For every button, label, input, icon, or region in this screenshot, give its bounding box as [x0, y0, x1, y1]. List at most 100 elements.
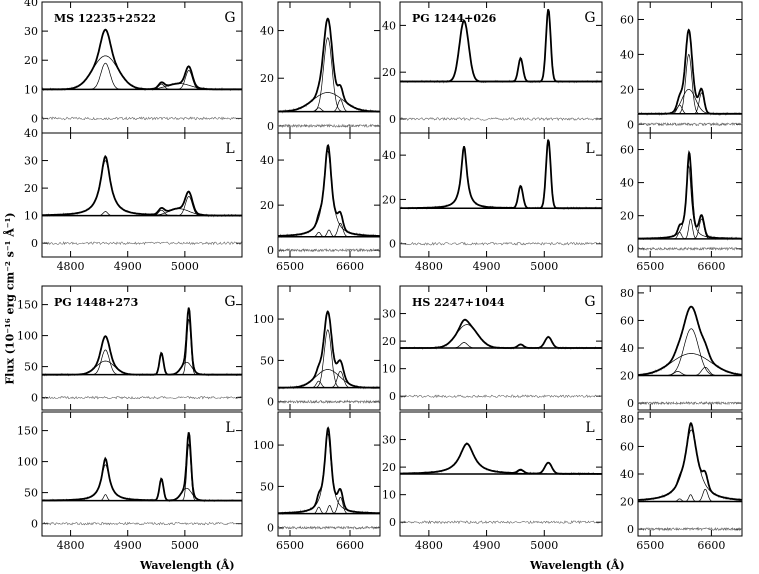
component-line-0-0-hb-1: [42, 62, 242, 90]
component-line-2-1-hb-4: [42, 487, 242, 502]
residual-series-2-0-ha: [277, 399, 381, 404]
xtick-label-2-1-hb: 4800: [57, 539, 85, 552]
model-line-3-0-hb: [400, 318, 602, 349]
ytick-label-3-0-ha: 40: [620, 342, 634, 355]
residual-series-2-0-hb: [41, 395, 243, 400]
fit-label-1-0-hb: G: [584, 10, 595, 26]
model-line-2-1-ha: [278, 426, 380, 515]
ytick-label-3-0-ha: 80: [620, 287, 634, 300]
ytick-label-3-0-ha: 0: [627, 397, 634, 410]
fit-label-1-1-hb: L: [585, 141, 594, 157]
y-axis-label: Flux (10⁻¹⁶ erg cm⁻² s⁻¹ Å⁻¹): [3, 212, 17, 385]
component-line-1-1-hb-0: [400, 146, 602, 209]
component-line-3-1-hb-0: [400, 443, 602, 475]
component-line-2-0-ha-0: [278, 329, 380, 389]
residual-series-0-1-hb: [41, 241, 243, 246]
component-line-1-0-hb-1: [400, 57, 602, 82]
observed-series-1-1-hb: [399, 138, 603, 210]
component-line-1-0-ha-2: [638, 92, 742, 115]
ytick-label-3-1-ha: 20: [620, 496, 634, 509]
model-line-0-0-hb: [42, 28, 242, 91]
fit-label-0-0-hb: G: [224, 10, 235, 26]
component-line-3-0-hb-0: [400, 324, 602, 349]
model-line-3-0-ha: [638, 305, 743, 376]
panel-frame-2-0-ha: [277, 285, 381, 411]
panel-frame-1-1-ha: [637, 132, 743, 258]
xtick-label-1-1-hb: 4800: [415, 260, 443, 273]
ytick-label-0-0-hb: 30: [24, 25, 38, 38]
ytick-label-3-1-hb: 20: [382, 461, 396, 474]
residual-series-3-0-ha: [637, 400, 743, 406]
ytick-label-2-0-ha: 0: [267, 396, 274, 409]
ytick-label-0-1-ha: 40: [260, 154, 274, 167]
residual-series-1-0-hb: [399, 117, 603, 121]
model-line-0-1-ha: [278, 143, 380, 237]
xtick-label-0-1-ha: 6500: [276, 260, 304, 273]
ytick-label-3-1-hb: 0: [389, 516, 396, 529]
ytick-label-0-1-hb: 0: [31, 237, 38, 250]
model-line-1-0-hb: [400, 8, 602, 83]
observed-series-2-1-hb: [41, 432, 243, 503]
xtick-label-3-1-ha: 6600: [697, 539, 725, 552]
observed-series-3-0-hb: [400, 319, 603, 350]
ytick-label-2-1-hb: 150: [17, 425, 38, 438]
panel-frame-2-0-hb: [41, 285, 243, 411]
component-line-1-0-hb-0: [400, 20, 602, 82]
component-line-0-0-hb-3: [42, 69, 242, 90]
model-line-0-1-hb: [42, 154, 243, 217]
panel-frame-2-1-ha: [277, 411, 381, 537]
model-line-0-0-ha: [278, 17, 380, 113]
residual-series-2-1-hb: [41, 521, 243, 526]
component-line-3-1-ha-3: [638, 498, 742, 502]
component-line-0-1-ha-3: [278, 231, 380, 238]
residual-series-0-1-ha: [277, 247, 381, 253]
component-line-2-0-hb-4: [42, 361, 242, 376]
xtick-label-1-1-hb: 5000: [530, 260, 558, 273]
xtick-label-0-1-hb: 4800: [57, 260, 85, 273]
xtick-label-0-1-hb: 4900: [114, 260, 142, 273]
observed-series-3-0-ha: [637, 305, 743, 377]
ytick-label-2-1-hb: 50: [24, 487, 38, 500]
component-line-3-0-hb-3: [400, 336, 602, 349]
ytick-label-2-1-hb: 0: [31, 518, 38, 531]
residual-series-3-1-ha: [637, 526, 743, 532]
model-line-1-1-hb: [400, 139, 602, 210]
panel-frame-3-0-ha: [637, 285, 743, 411]
component-line-1-1-hb-2: [400, 139, 602, 209]
xtick-label-3-1-hb: 4800: [415, 539, 443, 552]
ytick-label-3-1-ha: 80: [620, 413, 634, 426]
component-line-0-0-ha-1: [278, 92, 380, 112]
xtick-label-0-1-hb: 5000: [171, 260, 199, 273]
ytick-label-1-0-ha: 20: [620, 83, 634, 96]
component-line-3-0-ha-3: [638, 371, 742, 376]
ytick-label-2-0-hb: 150: [17, 299, 38, 312]
ytick-label-0-0-hb: 10: [24, 83, 38, 96]
ytick-label-1-1-hb: 40: [382, 149, 396, 162]
ytick-label-3-1-ha: 0: [627, 523, 634, 536]
xtick-label-2-1-hb: 5000: [171, 539, 199, 552]
model-line-3-1-hb: [400, 442, 602, 475]
model-line-2-0-ha: [278, 310, 380, 389]
ytick-label-3-1-hb: 30: [382, 434, 396, 447]
ytick-label-3-1-hb: 10: [382, 489, 396, 502]
panel-frame-0-1-hb: [41, 132, 243, 258]
observed-series-2-0-hb: [41, 306, 243, 377]
xtick-label-3-1-ha: 6500: [636, 539, 664, 552]
component-line-2-0-ha-1: [278, 369, 380, 389]
component-line-0-0-ha-0: [278, 37, 380, 112]
xtick-label-1-1-ha: 6600: [697, 260, 725, 273]
ytick-label-1-1-hb: 0: [389, 238, 396, 251]
y-axis-label-container: Flux (10⁻¹⁶ erg cm⁻² s⁻¹ Å⁻¹): [2, 200, 18, 400]
ytick-label-0-1-ha: 20: [260, 199, 274, 212]
xtick-label-3-1-hb: 5000: [530, 539, 558, 552]
residual-series-1-1-hb: [399, 241, 603, 246]
model-line-2-0-hb: [42, 307, 242, 376]
xtick-label-2-1-ha: 6600: [336, 539, 364, 552]
ytick-label-0-1-hb: 30: [24, 155, 38, 168]
ytick-label-2-1-ha: 0: [267, 522, 274, 535]
component-line-2-0-ha-2: [278, 370, 380, 389]
ytick-label-0-0-ha: 0: [267, 120, 274, 133]
component-line-1-1-hb-1: [400, 185, 602, 209]
component-line-1-1-ha-1: [638, 218, 742, 240]
